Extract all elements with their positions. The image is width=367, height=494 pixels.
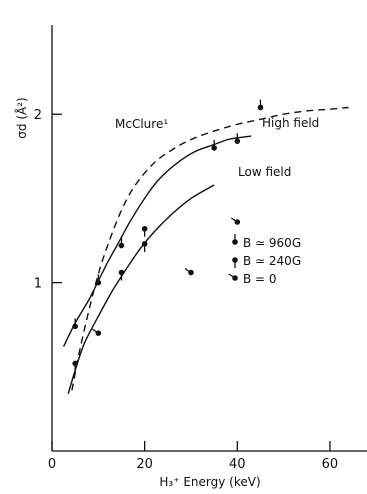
point-s0-4 bbox=[234, 133, 241, 144]
point-s0-5 bbox=[257, 99, 264, 111]
x-tick-label-3: 60 bbox=[322, 457, 339, 472]
data-points bbox=[72, 99, 264, 372]
y-axis-label: σd (Å²) bbox=[14, 97, 29, 138]
point-s1-0 bbox=[72, 360, 78, 372]
point-s0-2 bbox=[118, 237, 125, 249]
legend-label-2: B = 0 bbox=[243, 272, 277, 286]
legend-label-0: B ≃ 960G bbox=[243, 236, 301, 250]
x-axis-label: H₃⁺ Energy (keV) bbox=[159, 475, 260, 489]
curves bbox=[62, 106, 349, 395]
curve-low-field bbox=[67, 184, 215, 395]
x-tick-label-0: 0 bbox=[48, 457, 56, 472]
point-s2-2 bbox=[230, 217, 241, 225]
point-s1-2 bbox=[141, 241, 148, 252]
legend-marker-0 bbox=[232, 234, 238, 245]
curve-label-low-field: Low field bbox=[238, 165, 291, 179]
curve-label-mcclure: McClure¹ bbox=[115, 117, 168, 131]
legend: B ≃ 960G B ≃ 240G B = 0 bbox=[228, 234, 301, 286]
legend-label-1: B ≃ 240G bbox=[243, 254, 301, 268]
x-tick-label-2: 40 bbox=[229, 457, 246, 472]
curve-mcclure bbox=[71, 106, 349, 391]
legend-marker-2 bbox=[228, 273, 238, 281]
point-s0-1 bbox=[95, 274, 102, 286]
point-s1-1 bbox=[118, 269, 125, 281]
point-s2-1 bbox=[184, 267, 194, 276]
point-s2-0 bbox=[91, 328, 102, 336]
plot-frame bbox=[51, 25, 367, 452]
x-tick-label-1: 20 bbox=[136, 457, 153, 472]
axis-ticks: 0 20 40 60 1 2 bbox=[34, 108, 338, 472]
y-tick-label-0: 1 bbox=[34, 277, 42, 292]
curve-high-field bbox=[62, 135, 252, 347]
legend-marker-1 bbox=[232, 257, 238, 268]
y-tick-label-1: 2 bbox=[34, 108, 42, 123]
point-s1-3 bbox=[141, 225, 148, 237]
point-s0-3 bbox=[211, 139, 217, 151]
curve-label-high-field: High field bbox=[262, 116, 319, 130]
point-s0-0 bbox=[72, 318, 78, 330]
